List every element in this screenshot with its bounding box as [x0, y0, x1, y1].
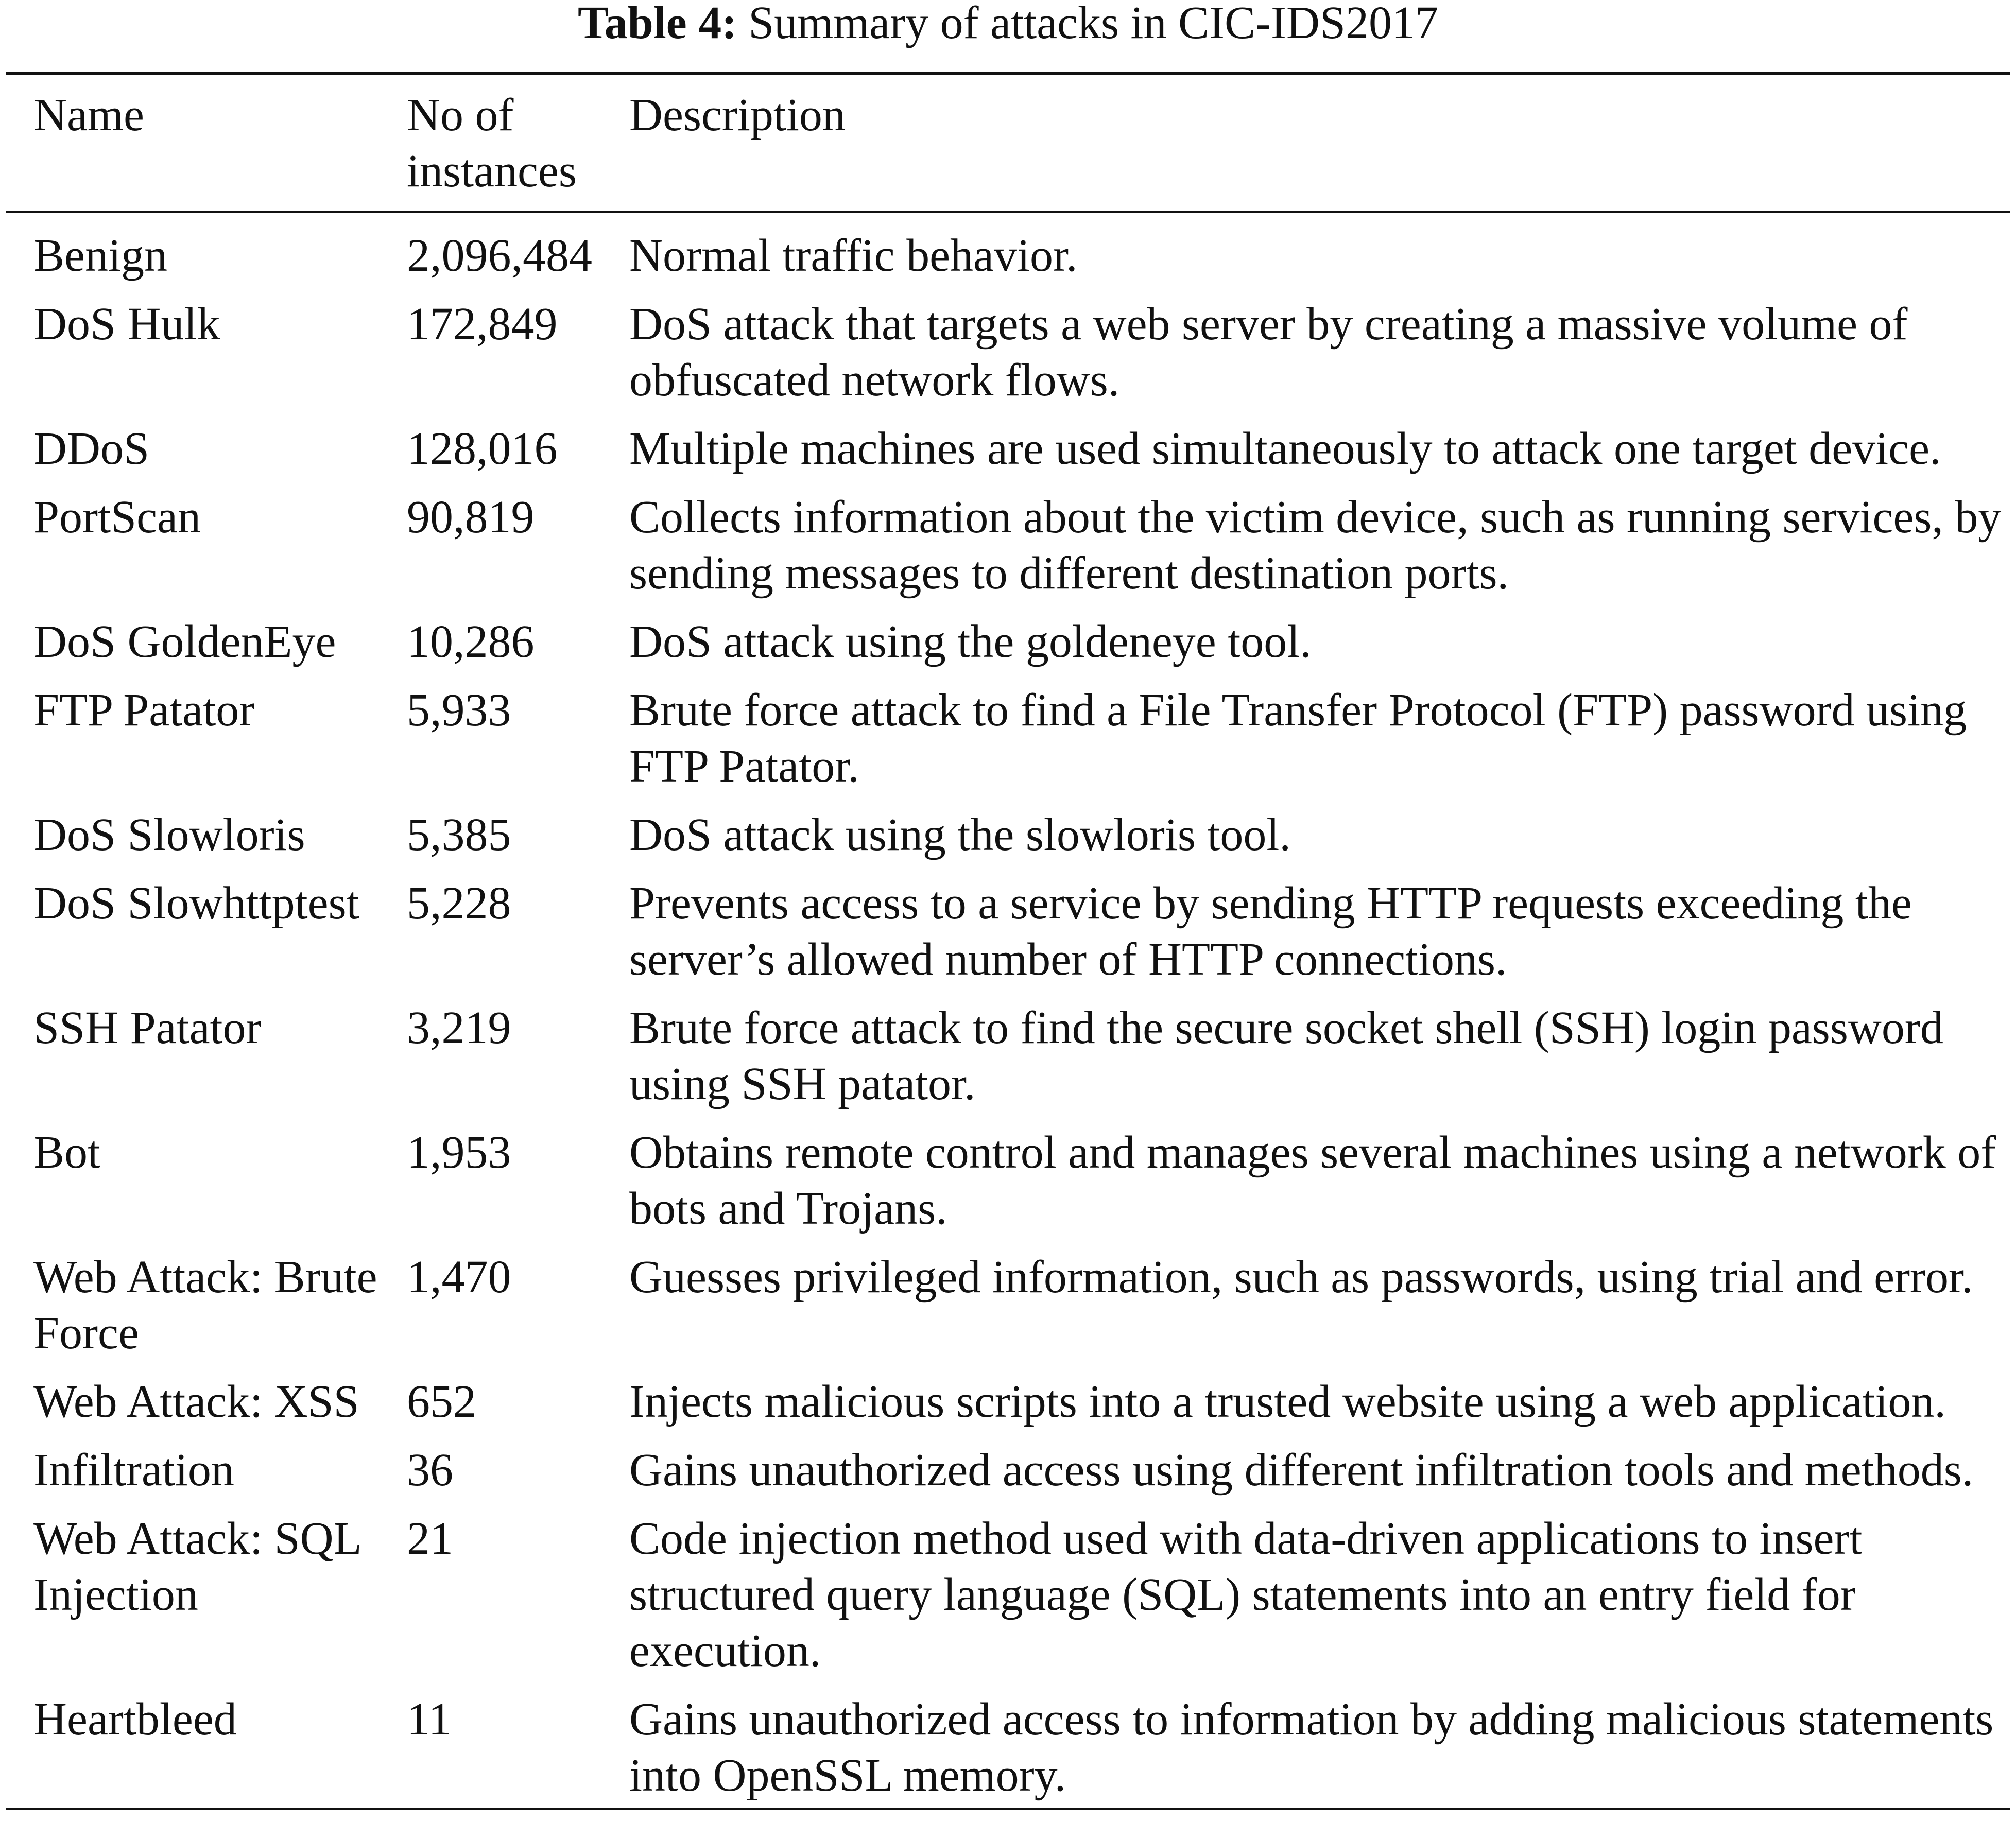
attack-name: Bot [33, 1127, 101, 1178]
attack-description: Obtains remote control and manages sever… [629, 1127, 1996, 1234]
attack-description: Injects malicious scripts into a trusted… [629, 1376, 1946, 1427]
instance-count: 128,016 [407, 423, 558, 474]
table-row: Infiltration 36 Gains unauthorized access … [6, 1442, 2010, 1511]
caption-title: Summary of attacks in CIC-IDS2017 [748, 0, 1439, 48]
attack-name: FTP Patator [33, 685, 255, 736]
attack-description: Normal traffic behavior. [629, 230, 1078, 281]
table-row: Heartbleed 11 Gains unauthorized access to… [6, 1691, 2010, 1809]
instance-count: 11 [407, 1694, 452, 1745]
table-row: Web Attack: Brute Force 1,470 Guesses priv… [6, 1249, 2010, 1374]
instance-count: 5,228 [407, 878, 511, 929]
instance-count: 1,470 [407, 1252, 511, 1303]
instance-count: 172,849 [407, 299, 558, 350]
table-caption: Table 4: Summary of attacks in CIC-IDS201… [0, 0, 2016, 46]
instance-count: 10,286 [407, 616, 535, 667]
instance-count: 2,096,484 [407, 230, 592, 281]
attack-name: PortScan [33, 492, 201, 543]
table-header: Name No of instances Description [6, 74, 2010, 212]
table-row: DDoS 128,016 Multiple machines are used si… [6, 421, 2010, 489]
attack-description: DoS attack using the slowloris tool. [629, 809, 1291, 860]
header-row: Name No of instances Description [6, 74, 2010, 212]
table-row: Web Attack: XSS 652 Injects malicious scri… [6, 1374, 2010, 1442]
instance-count: 5,385 [407, 809, 511, 860]
attack-name: DoS Hulk [33, 299, 220, 350]
attack-name: Web Attack: XSS [33, 1376, 359, 1427]
attack-name: Web Attack: SQL Injection [33, 1513, 360, 1620]
attack-name: SSH Patator [33, 1002, 262, 1053]
table-row: DoS Slowloris 5,385 DoS attack using the s… [6, 807, 2010, 875]
attack-description: Prevents access to a service by sending … [629, 878, 1912, 985]
table-row: DoS Hulk 172,849 DoS attack that targets a… [6, 296, 2010, 421]
instance-count: 1,953 [407, 1127, 511, 1178]
column-header: Description [629, 90, 846, 141]
attack-name: DDoS [33, 423, 150, 474]
column-header: No of instances [407, 90, 577, 197]
attack-description: Code injection method used with data-dri… [629, 1513, 1863, 1676]
table-row: DoS GoldenEye 10,286 DoS attack using the … [6, 614, 2010, 682]
instance-count: 3,219 [407, 1002, 511, 1053]
table-row: Web Attack: SQL Injection 21 Code injectio… [6, 1511, 2010, 1691]
attack-description: DoS attack that targets a web server by … [629, 299, 1908, 406]
table-row: DoS Slowhttptest 5,228 Prevents access to … [6, 875, 2010, 1000]
column-header: Name [33, 90, 144, 141]
attack-description: DoS attack using the goldeneye tool. [629, 616, 1312, 667]
attack-name: Heartbleed [33, 1694, 237, 1745]
attack-name: DoS Slowloris [33, 809, 305, 860]
instance-count: 5,933 [407, 685, 511, 736]
instance-count: 36 [407, 1445, 453, 1496]
attack-description: Gains unauthorized access using differen… [629, 1445, 1974, 1496]
attack-description: Multiple machines are used simultaneousl… [629, 423, 1941, 474]
table-row: Benign 2,096,484 Normal traffic behavior. [6, 212, 2010, 297]
table-row: FTP Patator 5,933 Brute force attack to fi… [6, 682, 2010, 807]
table-row: Bot 1,953 Obtains remote control and manag… [6, 1124, 2010, 1249]
instance-count: 21 [407, 1513, 453, 1564]
instance-count: 90,819 [407, 492, 535, 543]
attack-name: Infiltration [33, 1445, 234, 1496]
instance-count: 652 [407, 1376, 476, 1427]
attack-name: Web Attack: Brute Force [33, 1252, 377, 1359]
attack-name: Benign [33, 230, 167, 281]
attack-description: Gains unauthorized access to information… [629, 1694, 1994, 1801]
table-body: Benign 2,096,484 Normal traffic behavior. D… [6, 212, 2010, 1809]
table-row: SSH Patator 3,219 Brute force attack to fi… [6, 1000, 2010, 1124]
attack-name: DoS Slowhttptest [33, 878, 359, 929]
attack-table: Name No of instances Description Benign 2,0… [6, 72, 2010, 1810]
attack-description: Brute force attack to find a File Transf… [629, 685, 1967, 792]
table-row: PortScan 90,819 Collects information about… [6, 489, 2010, 614]
attack-description: Collects information about the victim de… [629, 492, 2002, 599]
caption-label: Table 4: [577, 0, 737, 48]
attack-description: Brute force attack to find the secure so… [629, 1002, 1943, 1109]
attack-name: DoS GoldenEye [33, 616, 336, 667]
attack-description: Guesses privileged information, such as … [629, 1252, 1973, 1303]
